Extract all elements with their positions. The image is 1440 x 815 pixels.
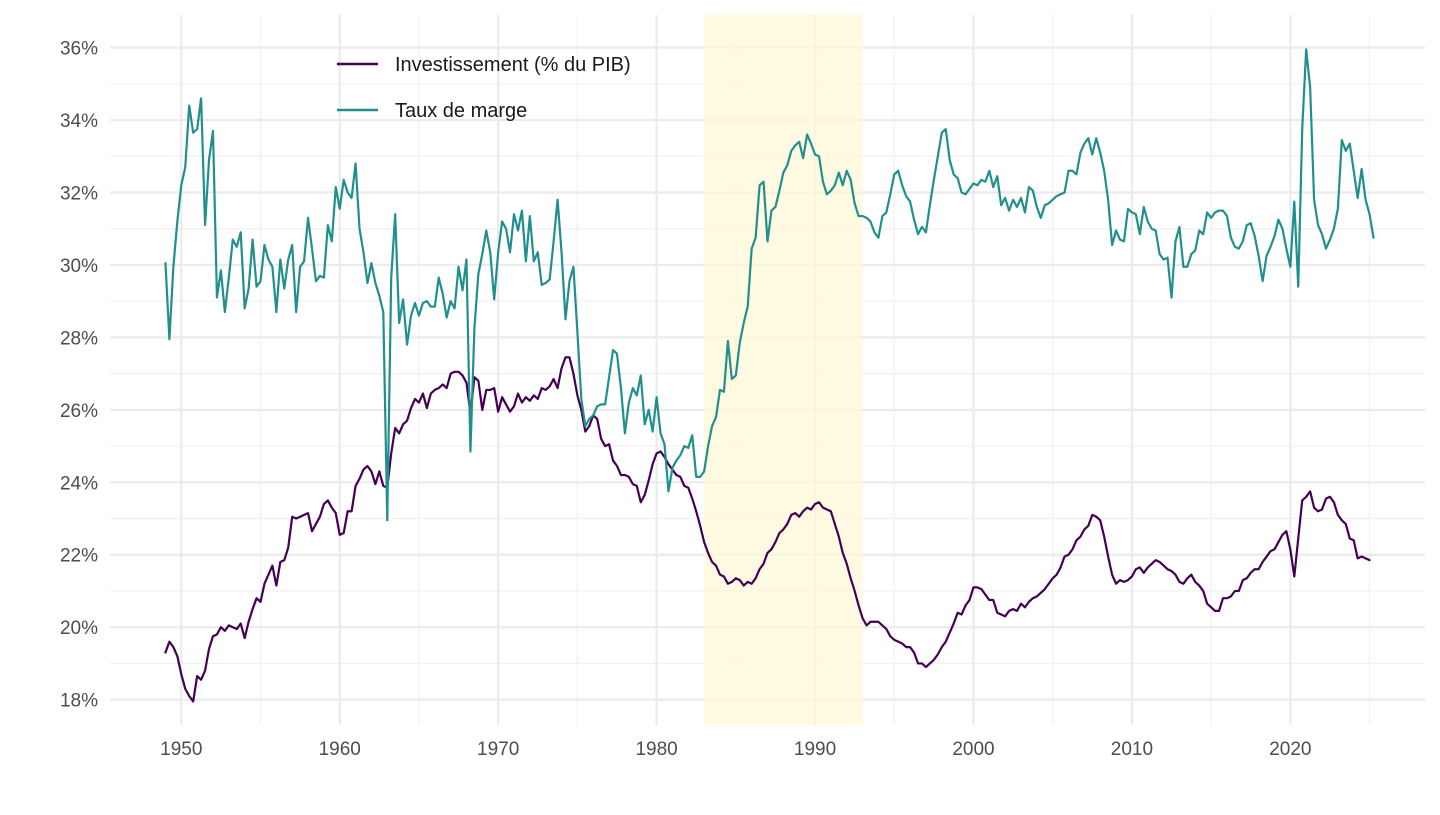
x-tick-label: 2000 [952,739,994,760]
x-tick-label: 2010 [1111,739,1153,760]
y-tick-label: 18% [60,691,98,712]
x-tick-label: 1970 [477,739,519,760]
x-tick-label: 1960 [319,739,361,760]
series-line-taux-de-marge [164,48,1375,522]
highlight-band [704,15,863,725]
highlight-band-layer [704,15,863,725]
y-tick-label: 36% [60,39,98,60]
axis-layer: 18% 20% 22% 24% 26% 28% 30% 32% 34% 36% 1950 1960 19… [60,39,1312,760]
x-tick-label: 1990 [794,739,836,760]
y-tick-label: 32% [60,184,98,205]
x-tick-label: 1980 [635,739,677,760]
y-tick-label: 34% [60,111,98,132]
y-tick-label: 28% [60,328,98,349]
series-line-investissement [164,356,1371,703]
legend: Investissement (% du PIB) Taux de marge [337,54,631,122]
y-tick-label: 20% [60,618,98,639]
y-tick-label: 30% [60,256,98,277]
x-tick-label: 1950 [160,739,202,760]
y-tick-label: 26% [60,401,98,422]
y-tick-label: 22% [60,546,98,567]
y-tick-label: 24% [60,473,98,494]
series-layer [164,48,1375,703]
legend-label: Investissement (% du PIB) [395,54,631,76]
legend-label: Taux de marge [395,100,527,122]
x-tick-label: 2020 [1269,739,1311,760]
